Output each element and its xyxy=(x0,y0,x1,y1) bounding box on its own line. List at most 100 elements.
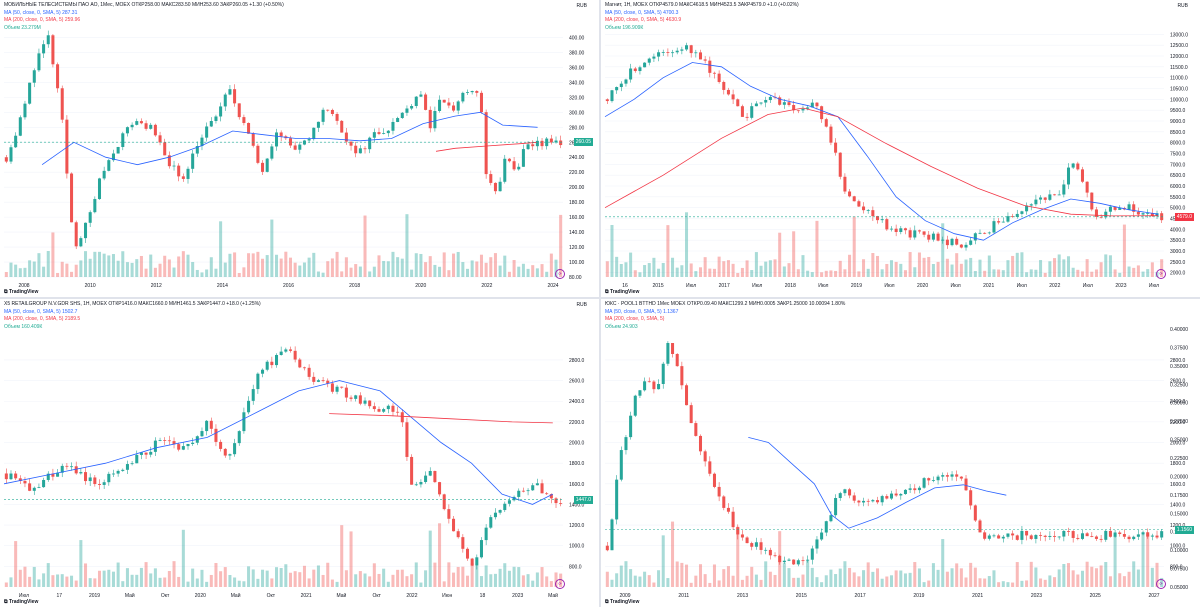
volume-bar xyxy=(424,570,428,587)
volume-bar xyxy=(498,568,502,587)
volume-bar xyxy=(1122,224,1126,277)
volume-bar xyxy=(428,256,432,277)
logo-text: TradingView xyxy=(8,289,39,295)
candle-body xyxy=(796,110,800,112)
volume-line[interactable]: Объем 24.903 xyxy=(605,323,638,330)
candle-body xyxy=(1118,208,1122,210)
tradingview-logo[interactable]: ⧉ TradingView xyxy=(605,289,639,295)
y-tick-label: 10500.0 xyxy=(1170,87,1188,93)
last-price-tag[interactable]: 260.05 xyxy=(573,138,593,147)
ma200-line[interactable]: MA (200, close, 0, SMA, 5) 4630.9 xyxy=(605,17,682,23)
candle-body xyxy=(102,170,106,179)
candle-body xyxy=(79,238,83,247)
last-price-tag[interactable]: 4579.0 xyxy=(1174,212,1194,221)
vertical-divider[interactable] xyxy=(599,0,601,607)
candle-body xyxy=(1127,536,1131,540)
candle-body xyxy=(424,475,428,483)
go-to-realtime-icon[interactable]: ⟳ xyxy=(1156,269,1166,279)
candle-body xyxy=(894,493,898,496)
go-to-realtime-icon[interactable]: ⟳ xyxy=(555,269,565,279)
volume-bar xyxy=(764,561,768,587)
chart-panel-magnit[interactable]: Магнит, 1Н, MOEX ОТКР4579.0 МАКС4618.5 М… xyxy=(601,0,1200,297)
ma200-line[interactable]: MA (200, close, 0, SMA, 5) 259.96 xyxy=(4,17,81,23)
go-to-realtime-icon[interactable]: ⟳ xyxy=(555,579,565,589)
ma200-line[interactable]: MA (200, close, 0, SMA, 5) 2189.5 xyxy=(4,316,81,322)
chart-canvas[interactable]: 13000.0 12500.0 12000.0 11500.0 11000.0 10500… xyxy=(601,0,1200,297)
volume-bar xyxy=(638,272,642,277)
tradingview-logo[interactable]: ⧉ TradingView xyxy=(605,599,639,605)
candle-body xyxy=(88,212,92,223)
volume-bar xyxy=(242,581,246,587)
volume-bar xyxy=(167,570,171,587)
candle-body xyxy=(424,94,428,110)
y-tick-label: 8000.0 xyxy=(1170,141,1186,147)
ma50-line[interactable]: MA (50, close, 0, SMA, 5) 4700.3 xyxy=(605,9,679,16)
candle-body xyxy=(377,409,381,412)
candle-body xyxy=(163,142,167,156)
chart-canvas[interactable]: 2800.0 2600.0 2400.0 2200.0 2000.0 1800.0 1600… xyxy=(601,299,1200,607)
candle-body xyxy=(652,381,656,390)
volume-bar xyxy=(102,253,106,277)
volume-bar xyxy=(545,576,549,587)
candle-body xyxy=(1132,204,1136,212)
candle-body xyxy=(74,222,78,247)
candle-body xyxy=(1155,535,1159,538)
ma50-line[interactable]: MA (50, close, 0, SMA, 5) 1.1367 xyxy=(605,308,679,315)
volume-bar xyxy=(1113,269,1117,277)
volume-line[interactable]: Объем 196.909К xyxy=(605,24,644,31)
volume-bar xyxy=(135,574,139,587)
tradingview-logo[interactable]: ⧉ TradingView xyxy=(4,289,38,295)
y-tick-label: 0.20000 xyxy=(1170,474,1188,480)
volume-bar xyxy=(750,566,754,587)
candle-body xyxy=(70,466,74,468)
volume-line[interactable]: Объем 160.409К xyxy=(4,323,43,330)
ma50-line[interactable]: MA (50, close, 0, SMA, 5) 1502.7 xyxy=(4,308,78,315)
volume-bar xyxy=(223,567,227,587)
x-tick-label: 16 xyxy=(622,283,628,289)
candle-body xyxy=(1090,536,1094,537)
chart-panel-x5[interactable]: X5 RETAILGROUP N.V.GDR SHS, 1Н, MOEX ОТК… xyxy=(0,299,599,607)
volume-bar xyxy=(829,569,833,587)
tradingview-logo[interactable]: ⧉ TradingView xyxy=(4,599,38,605)
volume-bar xyxy=(843,269,847,277)
candle-body xyxy=(862,500,866,503)
volume-bar xyxy=(177,256,181,277)
volume-bar xyxy=(917,568,921,587)
candle-body xyxy=(335,113,339,121)
volume-bar xyxy=(768,571,772,587)
volume-bar xyxy=(1039,578,1043,587)
candle-body xyxy=(1001,221,1005,223)
volume-bar xyxy=(414,253,418,277)
last-price-tag[interactable]: 1.1560 xyxy=(1174,525,1194,534)
chart-canvas[interactable]: 400.00 380.00 360.00 340.00 320.00 300.00 280.… xyxy=(0,0,599,297)
volume-bar xyxy=(796,269,800,277)
volume-bar xyxy=(913,267,917,277)
chart-canvas[interactable]: 2800.0 2600.0 2400.0 2200.0 2000.0 1800.0 1600… xyxy=(0,299,599,607)
ma200-line[interactable]: MA (200, close, 0, SMA, 5) xyxy=(605,316,665,322)
volume-bar xyxy=(792,577,796,587)
volume-bar xyxy=(1020,252,1024,277)
x-tick-label: 2020 xyxy=(195,593,206,599)
candle-body xyxy=(237,431,241,444)
horizontal-divider[interactable] xyxy=(0,297,1200,299)
last-price-tag[interactable]: 1447.0 xyxy=(573,495,593,504)
volume-line[interactable]: Объем 23.279М xyxy=(4,24,41,31)
volume-bar xyxy=(191,262,195,277)
candle-body xyxy=(14,135,18,148)
ma50-line[interactable]: MA (50, close, 0, SMA, 5) 287.31 xyxy=(4,9,78,16)
candle-body xyxy=(1090,192,1094,210)
candle-body xyxy=(619,450,623,480)
volume-bar xyxy=(722,569,726,587)
chart-panel-pool[interactable]: ЮКС · POOL1 BTTHD 1Мес MOEX ОТКР0.09.40 … xyxy=(601,299,1200,607)
volume-bar xyxy=(922,582,926,587)
volume-bar xyxy=(973,567,977,587)
go-to-realtime-icon[interactable]: ⟳ xyxy=(1156,579,1166,589)
candle-body xyxy=(647,58,651,63)
volume-bar xyxy=(1034,269,1038,277)
volume-bar xyxy=(326,261,330,277)
volume-bar xyxy=(484,565,488,587)
volume-bar xyxy=(838,260,842,277)
volume-bar xyxy=(293,571,297,587)
chart-panel-mts[interactable]: МОБИЛЬНЫЕ ТЕЛЕСИСТЕМЫ ПАО АО, 1Мес, MOEX… xyxy=(0,0,599,297)
volume-bar xyxy=(1076,269,1080,277)
